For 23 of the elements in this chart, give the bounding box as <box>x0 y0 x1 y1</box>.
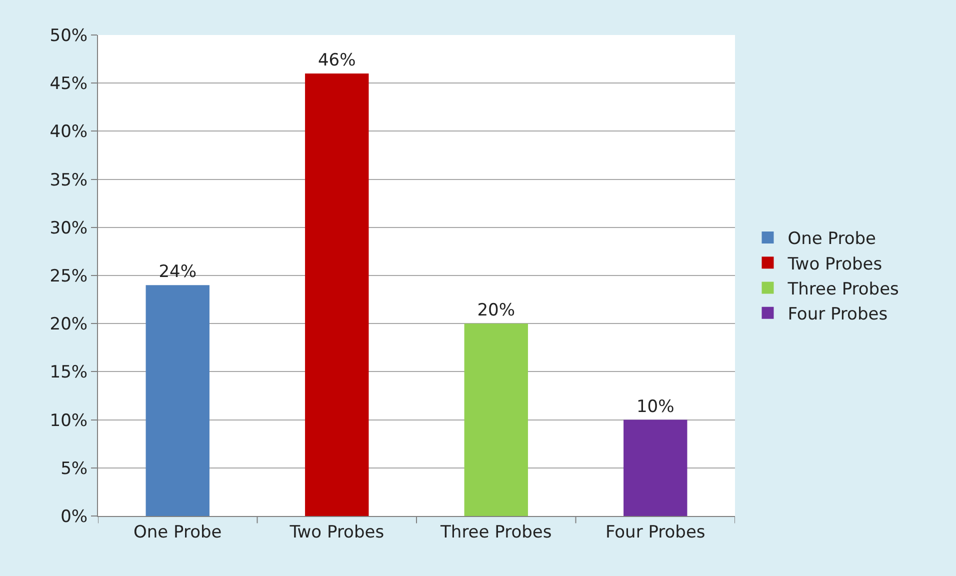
y-tick-label: 20% <box>50 314 88 335</box>
legend-label: Four Probes <box>788 304 888 324</box>
y-tick-label: 10% <box>50 410 88 431</box>
data-label: 24% <box>158 262 197 282</box>
y-tick-label: 5% <box>60 458 88 479</box>
data-label: 10% <box>636 396 674 417</box>
data-label: 46% <box>318 50 356 70</box>
x-tick-label: Two Probes <box>288 522 384 542</box>
x-tick-label: Three Probes <box>440 522 552 542</box>
legend-label: One Probe <box>788 229 876 250</box>
y-tick-label: 35% <box>50 170 88 190</box>
data-label: 20% <box>477 300 516 321</box>
legend-label: Two Probes <box>786 254 882 274</box>
y-tick-label: 0% <box>60 506 88 527</box>
y-tick-label: 50% <box>50 26 88 46</box>
y-tick-label: 30% <box>50 218 88 238</box>
x-tick-label: One Probe <box>134 522 222 542</box>
y-tick-label: 45% <box>50 74 88 94</box>
y-tick-label: 15% <box>50 362 88 383</box>
x-tick-label: Four Probes <box>605 522 706 542</box>
y-tick-label: 40% <box>50 122 88 142</box>
y-tick-label: 25% <box>50 266 88 286</box>
legend-label: Three Probes <box>786 279 900 300</box>
